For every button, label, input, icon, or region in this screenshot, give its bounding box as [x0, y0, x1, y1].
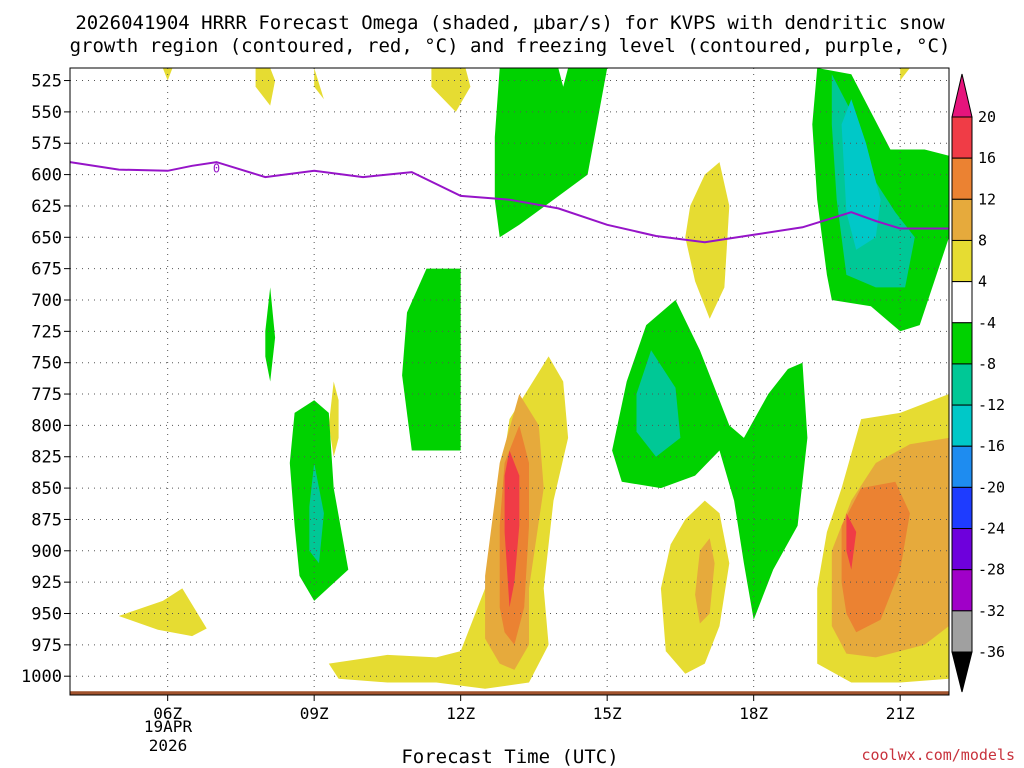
- colorbar-bin-8: [951, 445, 973, 488]
- y-tick-label-8: 725: [31, 322, 62, 342]
- colorbar-bin-12: [951, 610, 973, 653]
- x-tick-label-3: 15Z: [593, 704, 622, 723]
- colorbar-bin-11: [951, 569, 973, 612]
- omega-region-26: [636, 350, 681, 457]
- y-tick-label-1: 550: [31, 103, 62, 123]
- colorbar-bin-10: [951, 528, 973, 571]
- credit-text: coolwx.com/models: [861, 746, 1015, 764]
- colorbar-bin-7: [951, 404, 973, 447]
- surface-terrain: [70, 691, 949, 695]
- x-tick-label-2: 12Z: [446, 704, 475, 723]
- x-axis-label: Forecast Time (UTC): [401, 746, 618, 768]
- colorbar-label-2: 12: [978, 190, 996, 208]
- colorbar-bin-9: [951, 486, 973, 530]
- x-tick-label-4: 18Z: [739, 704, 768, 723]
- colorbar-bin-3: [951, 239, 973, 283]
- y-tick-label-11: 800: [31, 416, 62, 436]
- omega-region-21: [402, 268, 461, 451]
- dotted-grid: [70, 68, 949, 695]
- y-tick-label-5: 650: [31, 228, 62, 248]
- colorbar-bin-2: [951, 198, 973, 241]
- colorbar-over-arrow: [951, 73, 973, 118]
- colorbar-label-13: -36: [978, 643, 1005, 661]
- y-axis: 525 550 575 600 625 650 675 700 725 750 775 800 825 8…: [21, 72, 70, 687]
- plot-frame: [69, 67, 950, 696]
- y-tick-label-9: 750: [31, 354, 62, 374]
- y-tick-label-16: 925: [31, 573, 62, 593]
- omega-region-16: [504, 450, 520, 608]
- colorbar-label-12: -32: [978, 602, 1005, 620]
- y-tick-label-3: 600: [31, 166, 62, 186]
- x-tick-label-0: 06Z: [153, 704, 182, 723]
- colorbar-label-9: -20: [978, 478, 1005, 496]
- y-tick-label-6: 675: [31, 260, 62, 280]
- omega-region-17: [846, 513, 857, 570]
- colorbar-label-6: -8: [978, 355, 996, 373]
- y-tick-label-12: 825: [31, 448, 62, 468]
- omega-region-7: [118, 588, 207, 637]
- colorbar-bin-0: [951, 116, 973, 159]
- y-tick-label-10: 775: [31, 385, 62, 405]
- colorbar-bin-4: [951, 281, 973, 324]
- y-tick-label-15: 900: [31, 542, 62, 562]
- omega-region-18: [494, 68, 608, 238]
- y-tick-label-0: 525: [31, 72, 62, 92]
- y-tick-label-14: 875: [31, 510, 62, 530]
- colorbar-bin-6: [951, 363, 973, 406]
- colorbar-label-1: 16: [978, 149, 996, 167]
- x-date-label-year: 2026: [149, 736, 188, 755]
- y-tick-label-7: 700: [31, 291, 62, 311]
- colorbar-label-4: 4: [978, 273, 987, 291]
- omega-region-12: [695, 538, 715, 624]
- omega-region-9: [660, 500, 730, 674]
- x-tick-label-1: 09Z: [300, 704, 329, 723]
- omega-region-6: [328, 381, 339, 457]
- x-date-label-day: 19APR: [144, 717, 193, 736]
- chart-title-line-1: 2026041904 HRRR Forecast Omega (shaded, …: [75, 12, 945, 34]
- y-tick-label-19: 1000: [21, 667, 62, 687]
- x-tick-label-5: 21Z: [886, 704, 915, 723]
- y-tick-label-17: 950: [31, 604, 62, 624]
- omega-region-1: [255, 68, 276, 106]
- plot-area: 0: [70, 68, 949, 695]
- colorbar-label-7: -12: [978, 396, 1005, 414]
- colorbar: 20 16 12 8 4 -4 -8 -12 -16 -20 -24 -28 -32 -36: [951, 73, 1005, 693]
- x-axis: 19APR 2026 06Z 09Z 12Z 15Z 18Z 21Z: [144, 695, 915, 755]
- colorbar-label-0: 20: [978, 108, 996, 126]
- omega-region-25: [309, 463, 324, 564]
- terrain-layer: [70, 691, 949, 695]
- freezing-level-label: 0: [213, 161, 220, 175]
- y-tick-label-4: 625: [31, 197, 62, 217]
- colorbar-label-8: -16: [978, 437, 1005, 455]
- colorbar-label-10: -24: [978, 520, 1005, 538]
- colorbar-bin-1: [951, 157, 973, 200]
- colorbar-bin-5: [951, 322, 973, 365]
- omega-region-4: [900, 68, 910, 81]
- colorbar-label-11: -28: [978, 561, 1005, 579]
- y-tick-label-2: 575: [31, 134, 62, 154]
- colorbar-under-arrow: [951, 651, 973, 693]
- omega-shading: [118, 68, 949, 689]
- omega-region-2: [314, 68, 324, 100]
- y-tick-label-13: 850: [31, 479, 62, 499]
- freezing-level-line: [70, 161, 949, 244]
- freezing-level-layer: 0: [70, 161, 949, 244]
- colorbar-label-3: 8: [978, 231, 987, 249]
- omega-region-20: [265, 287, 276, 382]
- chart-title-line-2: growth region (contoured, red, °C) and f…: [70, 35, 951, 57]
- omega-region-5: [685, 162, 730, 319]
- colorbar-label-5: -4: [978, 314, 996, 332]
- y-tick-label-18: 975: [31, 636, 62, 656]
- omega-region-3: [431, 68, 471, 112]
